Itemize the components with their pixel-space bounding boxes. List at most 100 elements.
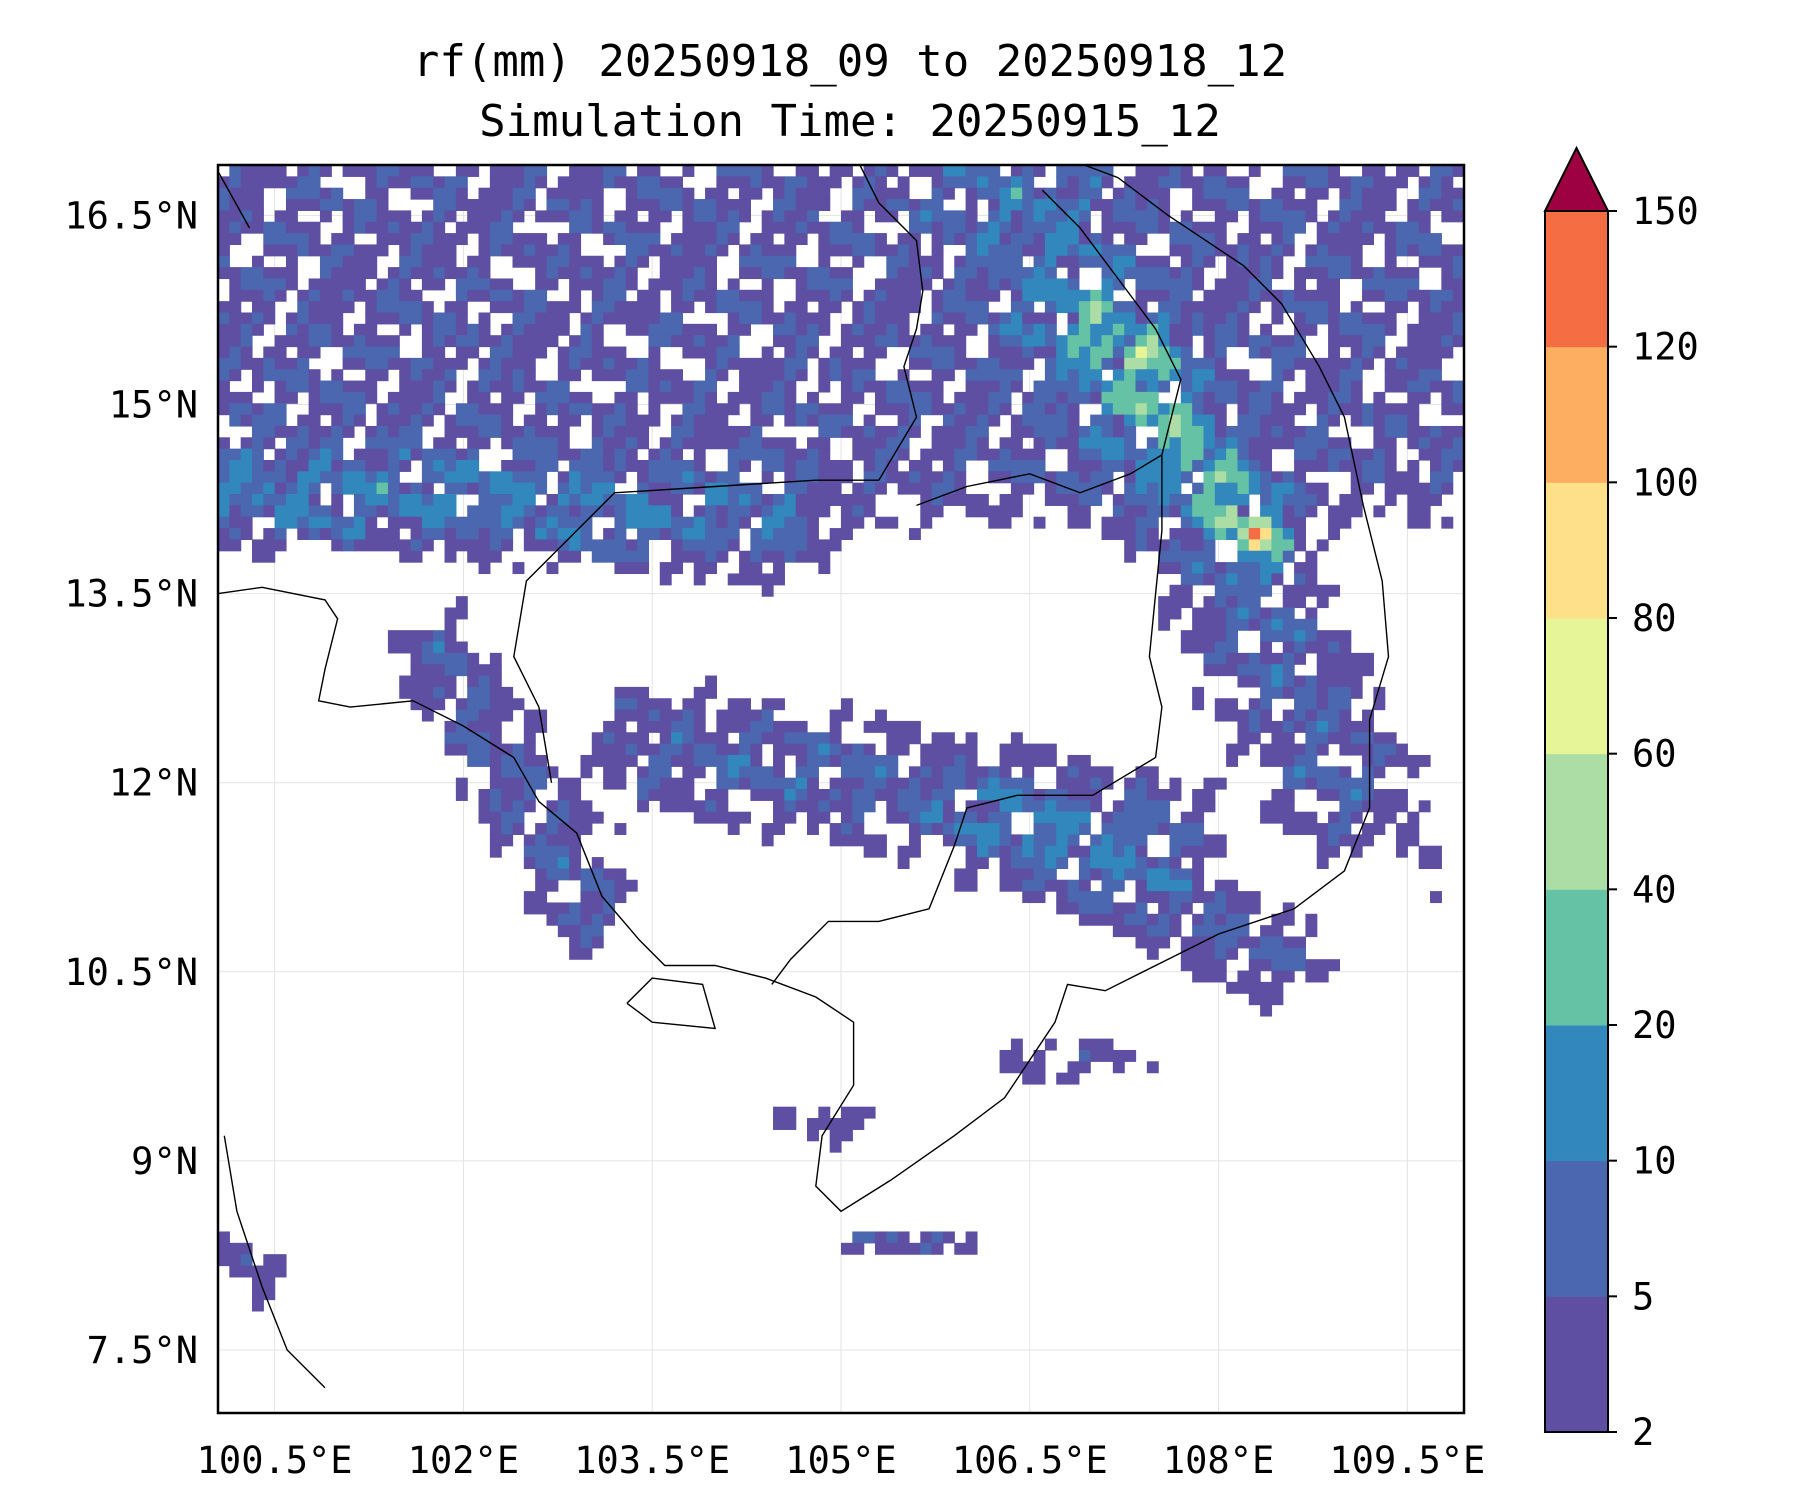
- rain-cell: [410, 482, 423, 495]
- rain-cell: [784, 494, 797, 506]
- rain-cell: [240, 1254, 253, 1267]
- rain-cell: [1294, 686, 1318, 699]
- rain-cell: [625, 278, 638, 291]
- rain-cell: [218, 312, 230, 325]
- rain-cell: [841, 789, 853, 801]
- rain-cell: [671, 448, 684, 461]
- rain-cell: [739, 437, 763, 450]
- rain-cell: [1237, 516, 1250, 529]
- rain-cell: [1418, 221, 1431, 234]
- rain-cell: [761, 221, 797, 234]
- rain-cell: [920, 754, 955, 767]
- rain-cell: [1339, 743, 1374, 756]
- rain-cell: [1328, 641, 1340, 654]
- rain-cell: [705, 335, 729, 348]
- rain-cell: [580, 335, 593, 348]
- rain-cell: [1316, 403, 1329, 416]
- rain-cell: [263, 403, 287, 416]
- rain-cell: [682, 414, 695, 427]
- rain-cell: [1452, 312, 1464, 325]
- rain-cell: [637, 698, 672, 711]
- rain-cell: [1192, 868, 1205, 881]
- rain-cell: [988, 210, 1001, 223]
- rain-cell: [1044, 187, 1057, 200]
- rain-cell: [1090, 312, 1103, 325]
- rain-cell: [1441, 187, 1464, 200]
- rain-cell: [1169, 823, 1205, 835]
- rain-cell: [954, 823, 1001, 835]
- rain-cell: [421, 210, 434, 223]
- rain-cell: [1316, 278, 1340, 291]
- rain-cell: [218, 494, 230, 506]
- rain-cell: [331, 528, 344, 540]
- rain-cell: [1373, 425, 1386, 438]
- rain-cell: [863, 471, 887, 484]
- rain-cell: [795, 766, 819, 779]
- rain-cell: [1226, 312, 1239, 325]
- rain-cell: [1407, 391, 1431, 404]
- rain-cell: [387, 278, 400, 291]
- rain-cell: [1090, 845, 1114, 858]
- rain-cell: [218, 335, 242, 348]
- rain-cell: [1237, 539, 1250, 552]
- rain-cell: [603, 868, 627, 881]
- rain-cell: [1418, 845, 1442, 858]
- rain-cell: [1407, 414, 1420, 427]
- rain-cell: [444, 176, 468, 189]
- rain-cell: [1112, 278, 1125, 291]
- rain-cell: [1294, 698, 1318, 711]
- rain-cell: [1373, 505, 1386, 518]
- rain-cell: [988, 176, 1012, 189]
- rain-cell: [1248, 289, 1261, 302]
- rain-cell: [1192, 686, 1205, 699]
- rain-cell: [546, 868, 570, 881]
- rain-cell: [1112, 335, 1125, 348]
- rain-cell: [1316, 539, 1329, 552]
- rain-cell: [512, 369, 525, 382]
- rain-cell: [1056, 357, 1091, 370]
- rain-cell: [297, 289, 310, 302]
- rain-cell: [954, 323, 978, 336]
- rain-cell: [1260, 925, 1284, 938]
- rain-cell: [1407, 766, 1420, 779]
- rain-cell: [659, 267, 695, 280]
- rain-cell: [954, 403, 967, 416]
- rain-cell: [478, 482, 491, 495]
- rain-cell: [920, 494, 933, 506]
- rain-cell: [625, 255, 638, 268]
- rain-cell: [886, 811, 910, 824]
- rain-cell: [1441, 482, 1454, 495]
- rain-cell: [614, 891, 627, 904]
- rain-cell: [1022, 199, 1035, 211]
- rain-cell: [897, 1231, 910, 1244]
- rain-cell: [1316, 857, 1329, 870]
- rain-cell: [353, 516, 366, 529]
- rain-cell: [591, 482, 616, 495]
- rain-cell: [433, 357, 468, 370]
- rain-cell: [1248, 539, 1261, 552]
- rain-cell: [1146, 947, 1159, 960]
- rain-cell: [1124, 494, 1159, 506]
- rain-cell: [1328, 176, 1352, 189]
- rain-cell: [988, 323, 1001, 336]
- rain-cell: [1158, 596, 1193, 609]
- rain-cell: [693, 505, 706, 518]
- rain-cell: [999, 743, 1057, 756]
- rain-cell: [410, 369, 423, 382]
- rain-cell: [1328, 437, 1352, 450]
- rain-cell: [603, 414, 627, 427]
- rain-cell: [705, 391, 717, 404]
- rain-cell: [557, 267, 582, 280]
- rain-cell: [1180, 641, 1216, 654]
- rain-cell: [1441, 176, 1454, 189]
- colorbar-tick-label: 10: [1632, 1140, 1677, 1183]
- rain-cell: [931, 482, 955, 495]
- rain-cell: [399, 221, 423, 234]
- rain-cell: [1135, 857, 1148, 870]
- rain-cell: [1316, 494, 1329, 506]
- rain-cell: [1112, 1061, 1125, 1074]
- rain-cell: [1418, 187, 1442, 200]
- rain-cell: [421, 278, 446, 291]
- rain-cell: [1158, 312, 1171, 325]
- rain-cell: [1214, 471, 1227, 484]
